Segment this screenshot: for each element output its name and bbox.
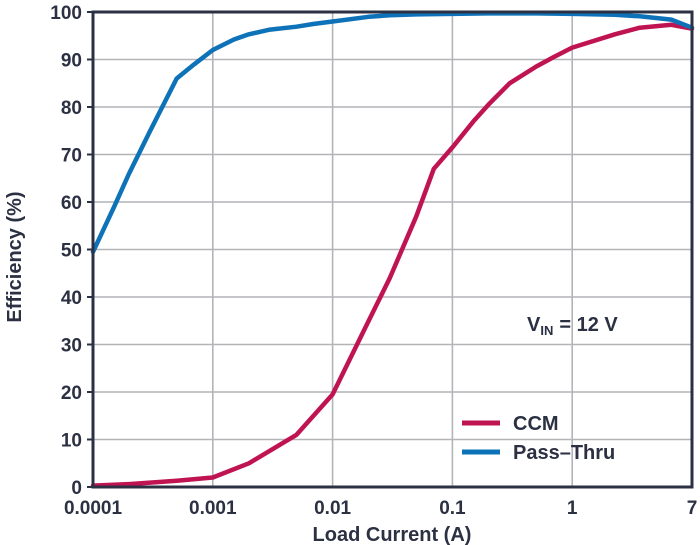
x-tick-label: 0.01 <box>314 498 351 519</box>
y-tick-label: 20 <box>61 383 82 404</box>
y-tick-label: 10 <box>61 431 82 452</box>
x-tick-label: 0.1 <box>439 498 466 519</box>
pass-thru-curve <box>90 11 695 255</box>
y-tick-label: 0 <box>71 478 82 499</box>
legend-label-ccm: CCM <box>513 413 559 435</box>
x-tick-label: 7 <box>687 498 698 519</box>
legend-label-pass-thru: Pass–Thru <box>513 442 615 464</box>
y-tick-label: 100 <box>50 3 82 24</box>
legend: CCM Pass–Thru <box>462 413 615 464</box>
x-tick-label: 0.0001 <box>64 498 123 519</box>
gridlines <box>93 12 692 487</box>
vin-annotation: VIN = 12 V <box>527 314 618 338</box>
y-tick-label: 50 <box>61 241 82 262</box>
y-tick-label: 90 <box>61 51 82 72</box>
x-tick-label: 1 <box>567 498 578 519</box>
y-axis-title: Efficiency (%) <box>4 191 26 322</box>
axis-ticks <box>87 11 93 488</box>
y-tick-label: 80 <box>61 98 82 119</box>
data-series <box>90 11 695 488</box>
x-tick-label: 0.001 <box>189 498 237 519</box>
y-tick-label: 60 <box>61 193 82 214</box>
axis-tick-labels: 0 10 20 30 40 50 60 70 80 90 100 0.0001 0.001 0.01 0.1… <box>50 3 697 519</box>
y-tick-label: 40 <box>61 288 82 309</box>
y-tick-label: 70 <box>61 146 82 167</box>
x-axis-title: Load Current (A) <box>313 524 472 545</box>
y-tick-label: 30 <box>61 336 82 357</box>
ccm-curve <box>90 22 695 488</box>
